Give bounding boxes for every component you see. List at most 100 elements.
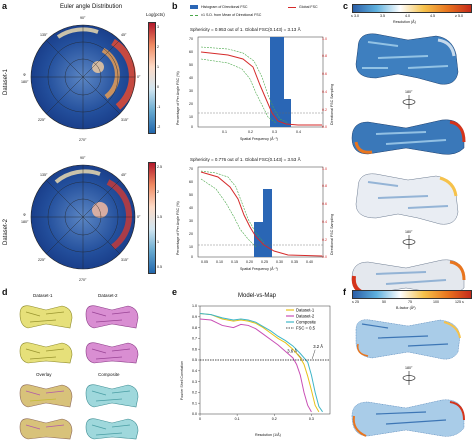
density-map-1-top bbox=[355, 33, 459, 85]
fsc1-xtick: 0.2 bbox=[248, 130, 253, 134]
legend-sd-label: ±1 S.D. from Mean of Directional FSC bbox=[201, 13, 262, 17]
dataset1-row-label: Dataset-1 bbox=[3, 68, 9, 95]
res-tick: 4.0 bbox=[405, 14, 410, 18]
euler-cbar-2 bbox=[148, 162, 156, 274]
angle-270-1: 270° bbox=[79, 138, 87, 142]
model-label-dataset1: Dataset-1 bbox=[33, 293, 53, 298]
fsc1-ytick: 0 bbox=[191, 125, 193, 129]
fsc-plot-1 bbox=[197, 36, 324, 128]
cbar1-tick: 2 bbox=[157, 45, 159, 49]
legend-label: FSC = 0.5 bbox=[296, 325, 316, 330]
series-line-dataset-1 bbox=[199, 313, 320, 413]
fsc2-xlabel: Spatial Frequency (Å⁻¹) bbox=[240, 267, 278, 271]
fsc1-hist-bar bbox=[284, 99, 291, 127]
legend-label: Dataset-1 bbox=[296, 307, 315, 312]
y-tick-label: 0.2 bbox=[192, 391, 197, 395]
fsc2-ytick: 30 bbox=[189, 219, 193, 223]
bfactor-tick: 50 bbox=[382, 300, 386, 304]
fsc1-xtick: 0.1 bbox=[222, 130, 227, 134]
bfactor-tick: 125 ≤ bbox=[455, 300, 464, 304]
fsc2-xtick: 0.15 bbox=[231, 260, 238, 264]
fsc-legend: Histogram of Directional FSC ±1 S.D. fro… bbox=[190, 4, 340, 26]
y-tick-label: 0.1 bbox=[192, 401, 197, 405]
fsc1-rtick: 1.0 bbox=[322, 37, 327, 41]
fsc1-ytick: 60 bbox=[189, 50, 193, 54]
fsc2-ylabel-right: Directional FSC Sampling bbox=[330, 213, 334, 255]
fsc1-xlabel: Spatial Frequency (Å⁻¹) bbox=[240, 137, 278, 141]
cbar2-tick: 2.5 bbox=[157, 165, 162, 169]
angle-0-1: 0° bbox=[137, 75, 141, 79]
euler-polar-1 bbox=[30, 24, 136, 130]
fsc2-ytick: 50 bbox=[189, 193, 193, 197]
panel-letter-d: d bbox=[2, 287, 8, 297]
fsc1-ytick: 50 bbox=[189, 63, 193, 67]
euler-cbar-1 bbox=[148, 22, 156, 134]
fsc2-ytick: 70 bbox=[189, 167, 193, 171]
annotation-arrow bbox=[311, 349, 316, 359]
fsc1-rtick: 0.0 bbox=[322, 125, 327, 129]
angle-45-2: 45° bbox=[121, 173, 127, 177]
model-dataset1-top bbox=[19, 305, 73, 329]
panel-letter-c: c bbox=[343, 1, 349, 11]
res-tick: ≤ 3.0 bbox=[351, 14, 359, 18]
rotate-icon bbox=[402, 371, 416, 385]
bfactor-tick: 100 bbox=[433, 300, 439, 304]
legend-global-swatch bbox=[288, 7, 296, 8]
fsc2-xtick: 0.35 bbox=[291, 260, 298, 264]
series-line-dataset-2 bbox=[199, 318, 312, 413]
model-label-dataset2: Dataset-2 bbox=[98, 293, 118, 298]
fsc2-xtick: 0.40 bbox=[306, 260, 313, 264]
bfactor-model-top bbox=[355, 319, 461, 360]
cbar2-tick: 1.5 bbox=[157, 215, 162, 219]
x-tick-label: 0.2 bbox=[272, 417, 277, 421]
y-tick-label: 0.9 bbox=[192, 315, 197, 319]
euler-cbar-label: Log(pcts) bbox=[146, 12, 165, 17]
phi-label-2: Φ bbox=[23, 213, 26, 217]
model-composite-top bbox=[85, 384, 139, 408]
panel-letter-a: a bbox=[2, 1, 8, 11]
y-tick-label: 0.0 bbox=[192, 412, 197, 416]
model-dataset2-top bbox=[85, 305, 139, 329]
angle-180-2: 180° bbox=[21, 220, 29, 224]
panel-letter-f: f bbox=[343, 287, 346, 297]
fsc1-ytick: 30 bbox=[189, 89, 193, 93]
dataset2-row-label: Dataset-2 bbox=[3, 218, 9, 245]
legend-hist-label: Histogram of Directional FSC bbox=[201, 5, 248, 9]
fsc2-rtick: 0.0 bbox=[322, 255, 327, 259]
x-tick-label: 0 bbox=[199, 417, 201, 421]
rotation-label-f: 180° bbox=[405, 366, 413, 370]
fsc1-rtick: 0.4 bbox=[322, 90, 327, 94]
resolution-cbar bbox=[352, 4, 472, 13]
model-composite-bottom bbox=[85, 418, 139, 440]
fsc-model-xlabel: Resolution (1/Å) bbox=[255, 433, 281, 437]
fsc2-xtick: 0.30 bbox=[276, 260, 283, 264]
density-map-2-top bbox=[355, 173, 459, 225]
annotation-label: 3.6 Å bbox=[287, 348, 297, 353]
fsc2-rtick: 0.4 bbox=[322, 220, 327, 224]
fsc2-ytick: 10 bbox=[189, 245, 193, 249]
angle-225-2: 225° bbox=[38, 258, 46, 262]
rotate-icon bbox=[402, 235, 416, 249]
y-tick-label: 0.3 bbox=[192, 380, 197, 384]
angle-270-2: 270° bbox=[79, 278, 87, 282]
fsc2-rtick: 0.8 bbox=[322, 184, 327, 188]
fsc1-xtick: 0.4 bbox=[296, 130, 301, 134]
fsc-model-title: Model-vs-Map bbox=[238, 293, 277, 299]
cbar2-tick: 1 bbox=[157, 240, 159, 244]
x-tick-label: 0.3 bbox=[309, 417, 314, 421]
legend-hist-swatch bbox=[190, 5, 198, 9]
fsc1-caption: Sphericity = 0.953 out of 1. Global FSC(… bbox=[190, 27, 301, 32]
panel-letter-b: b bbox=[172, 1, 178, 11]
fsc2-xtick: 0.20 bbox=[246, 260, 253, 264]
cbar2-tick: 0.5 bbox=[157, 265, 162, 269]
phi-label-1: Φ bbox=[23, 73, 26, 77]
x-tick-label: 0.1 bbox=[235, 417, 240, 421]
y-tick-label: 1.0 bbox=[192, 304, 197, 308]
cbar1-tick: -1 bbox=[157, 105, 161, 109]
y-tick-label: 0.4 bbox=[192, 369, 197, 373]
rotation-label-c1: 180° bbox=[405, 90, 413, 94]
panel-letter-e: e bbox=[172, 287, 178, 297]
angle-90-1: 90° bbox=[80, 16, 86, 20]
series-line-composite bbox=[199, 313, 323, 413]
angle-315-2: 315° bbox=[121, 258, 129, 262]
